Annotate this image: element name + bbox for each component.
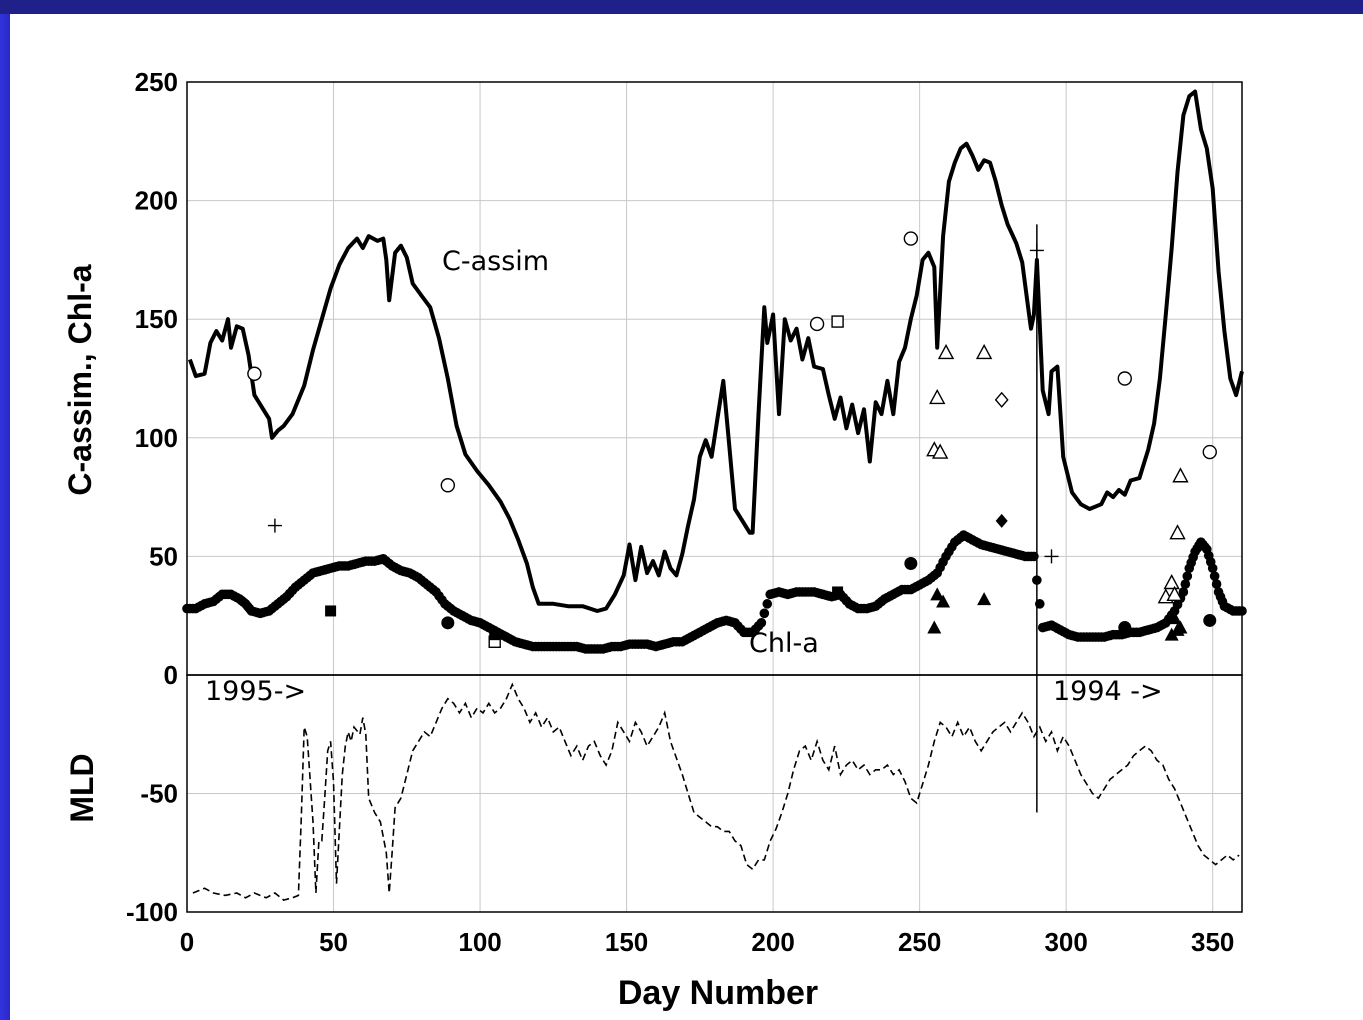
y-tick-label-bottom: -50 xyxy=(140,779,178,809)
marker-filled-triangles xyxy=(936,594,951,608)
x-tick-label: 100 xyxy=(458,927,501,957)
x-tick-label: 250 xyxy=(898,927,941,957)
series-chl-a-point xyxy=(759,608,770,619)
y-tick-label-top: 0 xyxy=(164,660,178,690)
x-tick-label: 350 xyxy=(1191,927,1234,957)
annotation-1995: 1995-> xyxy=(205,676,306,707)
marker-open-circles xyxy=(1117,371,1132,386)
marker-open-circles xyxy=(247,366,262,381)
y-axis-title-top: C-assim., Chl-a xyxy=(62,264,98,495)
marker-open-squares xyxy=(831,315,844,328)
x-tick-label: 200 xyxy=(751,927,794,957)
marker-open-triangles xyxy=(1163,574,1180,590)
series-chl-a-point xyxy=(1180,579,1191,589)
series-mld-line xyxy=(192,682,1240,901)
series-chl-a-point xyxy=(1182,571,1193,581)
marker-filled-triangles xyxy=(927,620,942,634)
marker-filled-circles xyxy=(904,557,918,571)
marker-open-diamonds xyxy=(994,391,1009,408)
series-c-assim-line xyxy=(188,89,1244,613)
marker-open-triangles xyxy=(1172,467,1189,483)
marker-open-triangles xyxy=(1169,524,1186,540)
marker-filled-circles xyxy=(1203,613,1217,627)
y-tick-label-top: 200 xyxy=(135,186,178,216)
marker-open-triangles xyxy=(937,343,955,360)
series-chl-a-point xyxy=(1178,587,1189,597)
slide-top-bar xyxy=(0,0,1363,14)
top-panel-frame xyxy=(186,81,1243,676)
marker-filled-triangles xyxy=(930,587,945,601)
y-axis-title-bottom: MLD xyxy=(64,753,100,822)
y-tick-label-top: 50 xyxy=(149,541,178,571)
chart-grid xyxy=(186,81,1242,913)
marker-filled-triangles xyxy=(1173,620,1188,634)
marker-filled-triangles xyxy=(1167,611,1182,625)
x-tick-label: 50 xyxy=(319,927,348,957)
marker-open-circles xyxy=(440,478,456,493)
series-chl-a-point xyxy=(1211,579,1222,589)
marker-open-circles xyxy=(809,316,825,332)
series-chl-a-point xyxy=(762,599,773,609)
marker-open-triangles xyxy=(931,443,949,459)
marker-open-circles xyxy=(1202,444,1217,460)
marker-plus xyxy=(1044,549,1059,564)
marker-plus xyxy=(267,518,282,533)
marker-filled-squares xyxy=(325,605,337,617)
marker-filled-squares xyxy=(832,586,844,598)
marker-filled-circles xyxy=(441,616,455,630)
y-tick-label-top: 150 xyxy=(135,304,178,334)
marker-filled-circles xyxy=(1118,621,1132,635)
y-tick-label-top: 100 xyxy=(135,423,178,453)
x-tick-label: 0 xyxy=(180,927,194,957)
x-tick-label: 300 xyxy=(1044,927,1087,957)
x-axis-title: Day Number xyxy=(618,974,818,1012)
annotation-1994: 1994 -> xyxy=(1053,676,1163,707)
chart-ticks: 0 50 100 150 200 250 300 350 0 50 100 150 200 250 -100… xyxy=(126,67,1234,957)
chart-series xyxy=(182,89,1247,901)
series-chl-a-point xyxy=(1207,563,1218,574)
marker-open-triangles xyxy=(975,343,993,360)
marker-open-triangles xyxy=(929,388,946,405)
marker-filled-squares xyxy=(489,629,501,641)
series-chl-a-point xyxy=(1209,571,1220,581)
annotation-chl-a: Chl-a xyxy=(749,628,819,659)
chart-frame xyxy=(186,81,1243,913)
annotation-c-assim: C-assim xyxy=(442,246,549,277)
marker-filled-diamonds xyxy=(995,513,1008,528)
y-tick-label-bottom: -100 xyxy=(126,897,178,927)
x-tick-label: 150 xyxy=(605,927,648,957)
series-chl-a-point xyxy=(756,618,767,628)
bottom-panel-frame xyxy=(186,674,1243,913)
marker-open-triangles xyxy=(1166,585,1183,602)
y-tick-label-top: 250 xyxy=(135,67,178,97)
marker-filled-triangles xyxy=(977,592,992,606)
marker-open-circles xyxy=(903,231,919,246)
